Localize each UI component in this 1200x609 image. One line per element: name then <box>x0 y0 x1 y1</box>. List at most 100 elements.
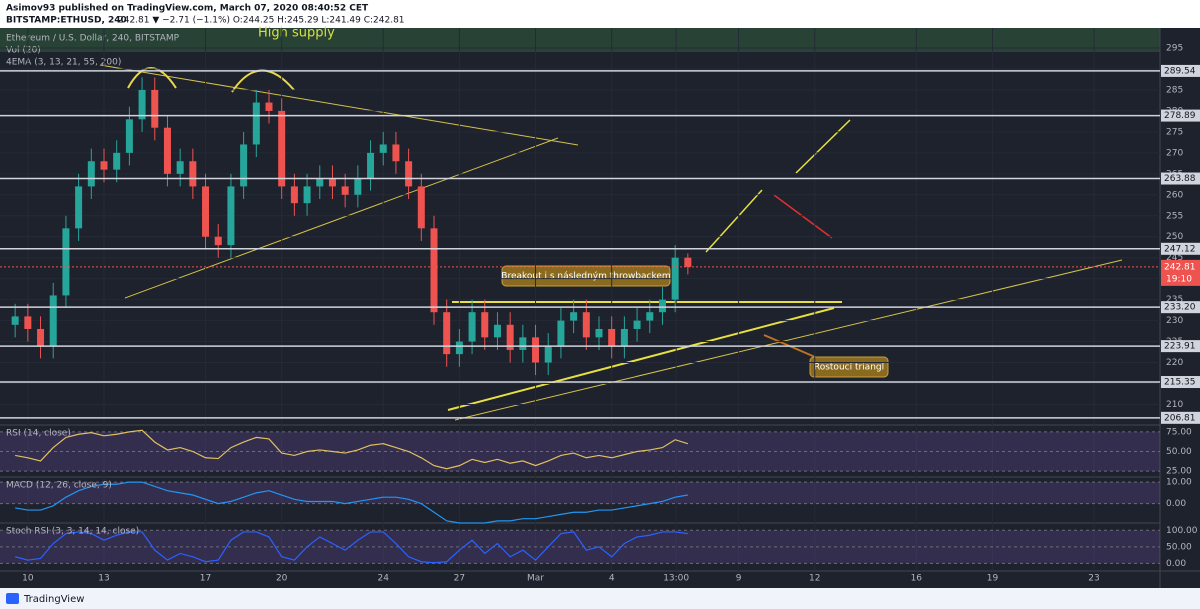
brand: TradingView <box>23 594 84 605</box>
y-tick-label: 260 <box>1166 190 1183 200</box>
annotation: High supply <box>258 26 335 41</box>
footer-bar <box>0 588 1200 609</box>
x-tick-label: 13 <box>98 574 109 584</box>
level-label: 278.89 <box>1164 111 1196 121</box>
y-tick-label: 25.00 <box>1166 467 1192 477</box>
candle-body <box>278 110 286 187</box>
level-label: 289.54 <box>1164 66 1196 76</box>
current-price-label: 242.81 <box>1164 262 1196 272</box>
candle-body <box>658 299 666 313</box>
y-tick-label: 50.00 <box>1166 542 1192 552</box>
candle-body <box>443 312 451 355</box>
indicator-line <box>15 481 688 524</box>
candle-body <box>582 312 590 338</box>
candle-body <box>646 312 654 321</box>
candle-body <box>481 312 489 338</box>
legend-volume: Vol (20) <box>6 46 41 56</box>
drawings <box>99 64 1123 421</box>
level-box <box>1161 411 1200 424</box>
symbol: BITSTAMP:ETHUSD, 240 <box>6 16 127 26</box>
candle-body <box>417 186 425 229</box>
y-tick-label: 235 <box>1166 295 1183 305</box>
candle-body <box>37 328 45 346</box>
y-tick-label: 245 <box>1166 253 1183 263</box>
x-tick-label: 19 <box>987 574 999 584</box>
y-tick-label: 50.00 <box>1166 447 1192 457</box>
x-tick-label: 27 <box>454 574 465 584</box>
candle-body <box>303 186 311 204</box>
candle-body <box>455 341 463 355</box>
x-tick-label: 9 <box>736 574 742 584</box>
candle-body <box>87 161 95 187</box>
candle-body <box>227 186 235 246</box>
legend-title: Ethereum / U.S. Dollar, 240, BITSTAMP <box>6 34 180 44</box>
brand-logo <box>6 593 19 604</box>
x-tick-label: 12 <box>809 574 820 584</box>
candle-body <box>595 328 603 338</box>
y-tick-label: 75.00 <box>1166 427 1192 437</box>
candle-body <box>379 144 387 153</box>
level-box <box>1161 376 1200 389</box>
annotation: Rostoucí triangl <box>814 363 884 373</box>
level-label: 215.35 <box>1164 378 1196 388</box>
level-box <box>1161 109 1200 122</box>
candle-body <box>11 316 19 325</box>
x-tick-label: 20 <box>276 574 288 584</box>
level-box <box>1161 242 1200 255</box>
y-tick-label: 285 <box>1166 85 1183 95</box>
candle-body <box>265 102 273 111</box>
candle-body <box>75 186 83 229</box>
candle-body <box>671 257 679 300</box>
candle-body <box>405 161 413 187</box>
candle-body <box>113 152 121 170</box>
x-tick-label: 16 <box>911 574 923 584</box>
x-tick-label: 4 <box>609 574 615 584</box>
x-tick-label: 24 <box>378 574 390 584</box>
level-label: 206.81 <box>1164 413 1196 423</box>
candle-body <box>544 345 552 363</box>
indicator-band <box>0 482 1160 504</box>
level-box <box>1161 340 1200 353</box>
indicator-title: MACD (12, 26, close, 9) <box>6 481 112 491</box>
x-tick-label: 13:00 <box>663 574 689 584</box>
y-tick-label: 275 <box>1166 127 1183 137</box>
candle-body <box>633 320 641 329</box>
legend-ema: 4EMA (3, 13, 21, 55, 200) <box>6 58 121 68</box>
y-tick-label: 295 <box>1166 44 1183 54</box>
publisher: Asimov93 published on TradingView.com, M… <box>6 4 369 14</box>
level-label: 247.12 <box>1164 244 1196 254</box>
candle-body <box>532 337 540 363</box>
quote: 242.81 ▼ −2.71 (−1.1%) O:244.25 H:245.29… <box>118 16 405 26</box>
candle-body <box>163 127 171 174</box>
current-price-box <box>1161 259 1200 286</box>
annotation-box <box>809 356 889 378</box>
candle-body <box>49 295 57 346</box>
candle-body <box>506 324 514 350</box>
y-tick-label: 220 <box>1166 358 1183 368</box>
candle-body <box>290 186 298 204</box>
level-box <box>1161 172 1200 185</box>
candle-body <box>620 328 628 346</box>
candle-body <box>341 186 349 195</box>
y-tick-label: 100.00 <box>1166 526 1198 536</box>
indicator-title: RSI (14, close) <box>6 429 71 439</box>
candle-body <box>138 89 146 120</box>
y-tick-label: 210 <box>1166 400 1183 410</box>
candle-body <box>151 89 159 128</box>
indicator-title: Stoch RSI (3, 3, 14, 14, close) <box>6 527 139 537</box>
y-tick-label: 255 <box>1166 211 1183 221</box>
candle-body <box>24 316 32 329</box>
y-tick-label: 10.00 <box>1166 478 1192 488</box>
candle-body <box>240 144 248 187</box>
candle-body <box>252 102 260 145</box>
candle-body <box>684 257 692 267</box>
x-tick-label: 10 <box>22 574 34 584</box>
level-label: 263.88 <box>1164 174 1196 184</box>
candle-body <box>316 178 324 187</box>
candle-body <box>468 312 476 342</box>
candle-body <box>557 320 565 346</box>
annotation-box <box>501 265 671 287</box>
candle-body <box>176 161 184 174</box>
